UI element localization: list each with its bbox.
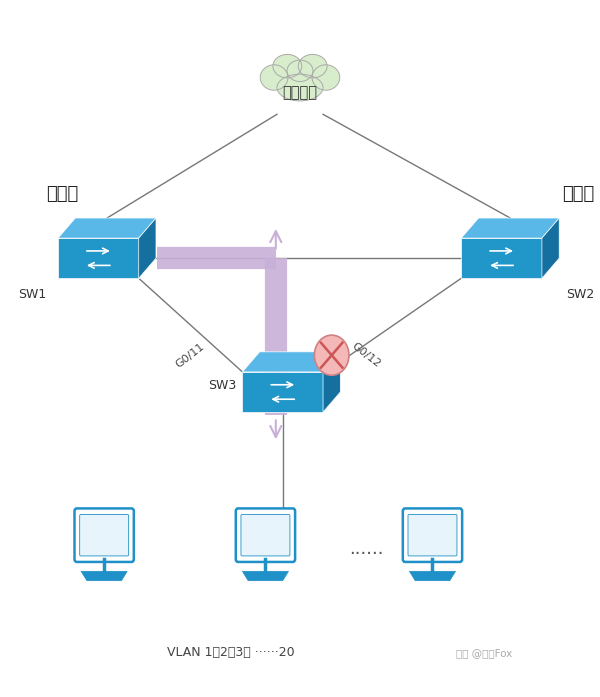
FancyBboxPatch shape xyxy=(241,514,290,556)
Text: VLAN 1、2、3、 ······20: VLAN 1、2、3、 ······20 xyxy=(167,646,295,659)
Ellipse shape xyxy=(273,54,302,78)
Text: 外部网络: 外部网络 xyxy=(283,86,317,100)
Text: SW2: SW2 xyxy=(566,289,595,301)
Ellipse shape xyxy=(287,60,313,82)
Ellipse shape xyxy=(298,54,327,78)
Text: 知乎 @网工Fox: 知乎 @网工Fox xyxy=(456,648,512,658)
Text: SW1: SW1 xyxy=(19,289,47,301)
FancyBboxPatch shape xyxy=(80,514,128,556)
Polygon shape xyxy=(242,392,340,412)
Ellipse shape xyxy=(312,65,340,90)
Text: G0/12: G0/12 xyxy=(350,341,383,369)
Polygon shape xyxy=(58,218,156,238)
Polygon shape xyxy=(542,218,559,278)
FancyBboxPatch shape xyxy=(408,514,457,556)
Polygon shape xyxy=(461,258,559,278)
Text: 主根桥: 主根桥 xyxy=(47,185,79,204)
FancyBboxPatch shape xyxy=(236,508,295,562)
Polygon shape xyxy=(58,238,139,278)
Polygon shape xyxy=(139,218,156,278)
Polygon shape xyxy=(58,258,156,278)
Polygon shape xyxy=(409,572,455,581)
Polygon shape xyxy=(242,372,323,412)
Polygon shape xyxy=(242,352,340,372)
Text: ......: ...... xyxy=(349,540,383,558)
Circle shape xyxy=(314,335,349,375)
Text: 次根桥: 次根桥 xyxy=(562,185,595,204)
Polygon shape xyxy=(242,572,289,581)
FancyBboxPatch shape xyxy=(74,508,134,562)
Text: G0/11: G0/11 xyxy=(175,341,207,369)
Polygon shape xyxy=(461,218,559,238)
Ellipse shape xyxy=(277,74,323,101)
Ellipse shape xyxy=(260,65,288,90)
Polygon shape xyxy=(81,572,127,581)
FancyBboxPatch shape xyxy=(403,508,462,562)
Polygon shape xyxy=(323,352,340,412)
Polygon shape xyxy=(461,238,542,278)
Text: SW3: SW3 xyxy=(208,378,236,392)
